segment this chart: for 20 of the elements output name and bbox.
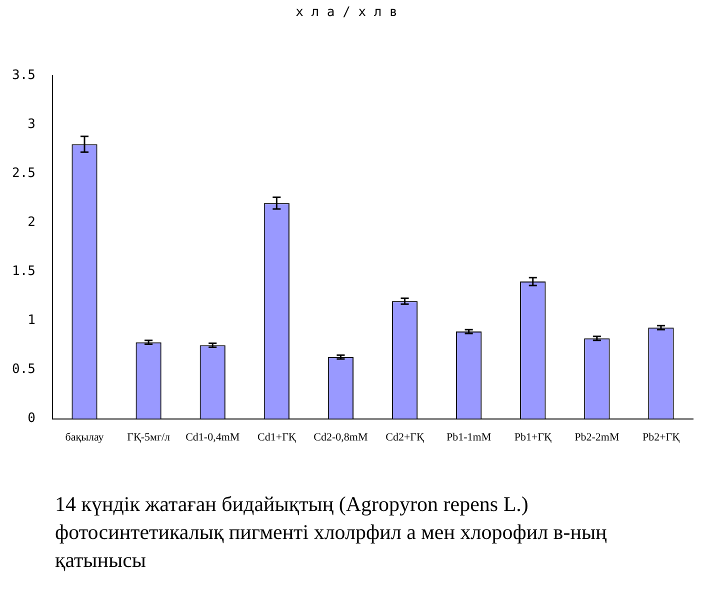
- x-tick-label: Cd2-0,8mM: [314, 431, 368, 444]
- x-tick-label: Pb2-2mM: [574, 431, 620, 444]
- y-tick-label: 1: [28, 313, 36, 328]
- y-tick-label: 3: [28, 117, 36, 132]
- y-tick-label: 3.5: [12, 68, 36, 83]
- chart-title: х л а / х л в: [296, 5, 398, 20]
- y-tick-label: 2: [28, 215, 36, 230]
- x-tick-label: Pb1+ГҚ: [514, 431, 552, 444]
- y-tick-label: 2.5: [12, 166, 36, 182]
- y-tick-label: 1.5: [12, 264, 36, 280]
- x-tick-label: Pb1-1mM: [446, 431, 492, 444]
- x-tick-label: Cd2+ГҚ: [386, 431, 425, 444]
- text: 14 күндік жатаған бидайықтың (Agropyron repens L.) фотосинтетикалық пигменті хлолрфил а мен хлорофил в-ның қатынысы: [55, 491, 608, 574]
- x-tick-label: ГҚ-5мг/л: [127, 431, 170, 444]
- y-tick-label: 0.5: [12, 362, 36, 378]
- y-tick-label: 0: [28, 411, 36, 426]
- x-tick-label: Pb2+ГҚ: [642, 431, 680, 444]
- x-tick-label: Cd1-0,4mM: [186, 431, 240, 444]
- x-tick-label: Cd1+ГҚ: [258, 431, 296, 444]
- x-tick-label: бақылау: [65, 431, 104, 444]
